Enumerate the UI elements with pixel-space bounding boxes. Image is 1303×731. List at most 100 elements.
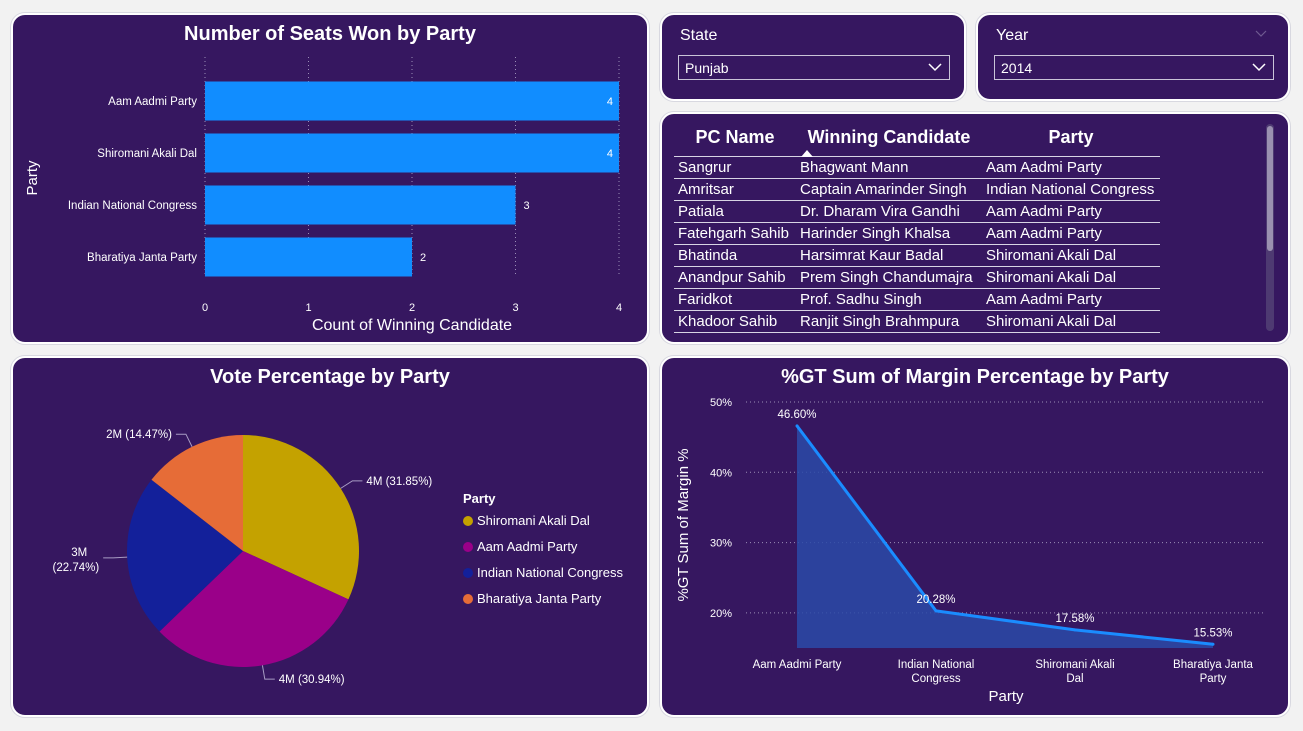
year-dropdown-value: 2014 — [1001, 60, 1033, 76]
table-scrollbar-track[interactable] — [1266, 124, 1274, 331]
cell-pc-name: Bhatinda — [674, 244, 796, 267]
y-tick-label: 20% — [710, 608, 732, 620]
column-header-winning-candidate[interactable]: Winning Candidate — [796, 118, 982, 157]
column-header-pc-name[interactable]: PC Name — [674, 118, 796, 157]
y-axis-label: %GT Sum of Margin % — [675, 448, 692, 601]
cell-party: Aam Aadmi Party — [982, 200, 1160, 223]
table-scrollbar-thumb[interactable] — [1267, 126, 1273, 251]
seats-bar-chart: 0 1 2 3 4 Aam Aadmi Party 4 Shiromani Akali Dal… — [24, 57, 622, 334]
y-tick-label: Aam Aadmi Party — [108, 96, 197, 108]
table-row[interactable]: Fatehgarh Sahib Harinder Singh Khalsa Aam … — [674, 222, 1160, 245]
vote-chart-title: Vote Percentage by Party — [210, 366, 450, 388]
vote-chart-card: Vote Percentage by Party 4M (31.85%) 4M (… — [11, 356, 649, 717]
year-slicer-label: Year — [996, 27, 1029, 44]
cell-winning-candidate: Captain Amarinder Singh — [796, 178, 982, 201]
y-tick-label: 40% — [710, 467, 732, 479]
legend-marker — [463, 542, 473, 552]
pie-data-label: 4M (30.94%) — [279, 674, 345, 686]
margin-area-chart: 20% 30% 40% 50% 46.60% Aam Aadmi Party 20.28% I… — [675, 397, 1264, 705]
x-tick-label: 1 — [305, 302, 311, 314]
bar-data-label: 2 — [420, 252, 426, 264]
legend-item: Aam Aadmi Party — [477, 539, 578, 554]
column-header-party[interactable]: Party — [982, 118, 1160, 157]
x-tick-label: 3 — [512, 302, 518, 314]
x-tick-label: 4 — [616, 302, 622, 314]
cell-party: Aam Aadmi Party — [982, 222, 1160, 245]
y-tick-label: 50% — [710, 397, 732, 409]
pie-leader-line — [261, 665, 275, 680]
year-dropdown[interactable]: 2014 — [994, 55, 1274, 80]
x-tick-label: Aam Aadmi Party — [753, 659, 842, 671]
point-data-label: 15.53% — [1193, 627, 1232, 639]
bar — [205, 237, 412, 277]
state-dropdown[interactable]: Punjab — [678, 55, 950, 80]
point-data-label: 17.58% — [1055, 613, 1094, 625]
bar — [205, 185, 516, 225]
y-tick-label: 30% — [710, 538, 732, 550]
cell-party: Aam Aadmi Party — [982, 156, 1160, 179]
pie-data-label: (22.74%) — [53, 562, 100, 574]
margin-chart-card: %GT Sum of Margin Percentage by Party 20… — [660, 356, 1290, 717]
cell-party: Indian National Congress — [982, 178, 1160, 201]
margin-chart-title: %GT Sum of Margin Percentage by Party — [781, 366, 1169, 388]
bar — [205, 133, 619, 173]
x-tick-label: Congress — [911, 673, 960, 685]
pie-data-label: 4M (31.85%) — [366, 476, 432, 488]
vote-pie-chart: 4M (31.85%) 4M (30.94%) 3M (22.74%) 2M (14.4… — [53, 429, 624, 686]
area-series-line — [795, 424, 1214, 646]
pie-slice — [126, 479, 243, 632]
point-data-label: 46.60% — [777, 409, 816, 421]
legend-marker — [463, 594, 473, 604]
cell-party: Shiromani Akali Dal — [982, 244, 1160, 267]
table-row[interactable]: Bhatinda Harsimrat Kaur Badal Shiromani Ak… — [674, 244, 1160, 267]
cell-winning-candidate: Harinder Singh Khalsa — [796, 222, 982, 245]
cell-winning-candidate: Prof. Sadhu Singh — [796, 288, 982, 311]
sort-ascending-icon — [801, 150, 813, 157]
legend-marker — [463, 516, 473, 526]
legend-item: Indian National Congress — [477, 565, 623, 580]
table-row[interactable]: Faridkot Prof. Sadhu Singh Aam Aadmi Party — [674, 288, 1160, 311]
bar-data-label: 4 — [607, 148, 613, 160]
x-tick-label: 2 — [409, 302, 415, 314]
table-row[interactable]: Amritsar Captain Amarinder Singh Indian Na… — [674, 178, 1160, 201]
pie-slice — [243, 435, 359, 600]
table-row[interactable]: Sangrur Bhagwant Mann Aam Aadmi Party — [674, 156, 1160, 179]
area-fill — [797, 425, 1213, 648]
state-slicer-card: State Punjab — [660, 13, 966, 101]
cell-pc-name: Khadoor Sahib — [674, 310, 796, 333]
pc-table: PC Name Winning Candidate Party Sangrur B… — [674, 118, 1160, 333]
table-header-row: PC Name Winning Candidate Party — [674, 118, 1160, 157]
y-tick-label: Bharatiya Janta Party — [87, 252, 197, 264]
legend-title: Party — [463, 491, 496, 506]
seats-chart-title: Number of Seats Won by Party — [184, 23, 476, 45]
pie-slice — [159, 551, 349, 667]
bar-data-label: 3 — [524, 200, 530, 212]
collapse-chevron-icon[interactable] — [1254, 29, 1268, 39]
x-axis-label: Count of Winning Candidate — [312, 317, 512, 334]
y-tick-label: Shiromani Akali Dal — [97, 148, 197, 160]
state-dropdown-value: Punjab — [685, 60, 729, 76]
pc-table-card: PC Name Winning Candidate Party Sangrur B… — [660, 112, 1290, 344]
pie-leader-line — [103, 556, 128, 559]
pie-data-label: 2M (14.47%) — [106, 429, 172, 441]
pie-slice — [151, 435, 243, 551]
cell-pc-name: Amritsar — [674, 178, 796, 201]
cell-pc-name: Sangrur — [674, 156, 796, 179]
table-row[interactable]: Patiala Dr. Dharam Vira Gandhi Aam Aadmi P… — [674, 200, 1160, 223]
cell-pc-name: Patiala — [674, 200, 796, 223]
cell-party: Shiromani Akali Dal — [982, 310, 1160, 333]
x-tick-label: Shiromani Akali — [1035, 659, 1114, 671]
pie-data-label: 3M — [71, 547, 87, 559]
cell-pc-name: Anandpur Sahib — [674, 266, 796, 289]
x-axis-label: Party — [988, 688, 1024, 705]
cell-pc-name: Faridkot — [674, 288, 796, 311]
x-tick-label: Bharatiya Janta — [1173, 659, 1254, 671]
cell-party: Aam Aadmi Party — [982, 288, 1160, 311]
cell-winning-candidate: Harsimrat Kaur Badal — [796, 244, 982, 267]
y-axis-label: Party — [24, 160, 41, 196]
table-row[interactable]: Khadoor Sahib Ranjit Singh Brahmpura Shiro… — [674, 310, 1160, 333]
x-tick-label: Party — [1200, 673, 1227, 685]
data-point — [934, 609, 938, 613]
table-row[interactable]: Anandpur Sahib Prem Singh Chandumajra Shir… — [674, 266, 1160, 289]
cell-party: Shiromani Akali Dal — [982, 266, 1160, 289]
